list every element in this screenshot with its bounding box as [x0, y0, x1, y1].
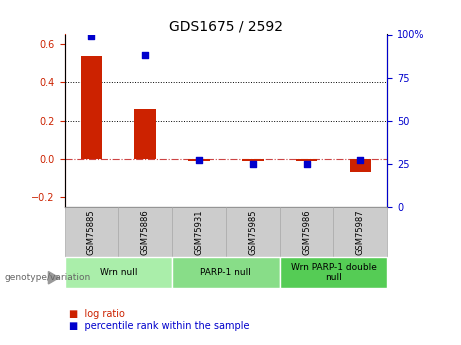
Bar	[242, 159, 264, 161]
Point	[195, 158, 203, 163]
Bar	[65, 257, 172, 288]
Text: Wrn PARP-1 double
null: Wrn PARP-1 double null	[290, 263, 376, 282]
Bar	[280, 257, 387, 288]
Point	[88, 33, 95, 39]
Bar	[81, 56, 102, 159]
Text: GSM75986: GSM75986	[302, 209, 311, 255]
Text: genotype/variation: genotype/variation	[5, 273, 91, 282]
Bar	[349, 159, 371, 172]
Point	[357, 158, 364, 163]
Point	[249, 161, 256, 167]
Text: GSM75931: GSM75931	[195, 209, 203, 255]
Bar	[135, 109, 156, 159]
Bar	[226, 207, 280, 257]
Text: Wrn null: Wrn null	[100, 268, 137, 277]
Bar	[296, 159, 317, 161]
Text: ■  log ratio: ■ log ratio	[69, 309, 125, 319]
Bar	[333, 207, 387, 257]
Bar	[280, 207, 333, 257]
Title: GDS1675 / 2592: GDS1675 / 2592	[169, 19, 283, 33]
Text: GSM75985: GSM75985	[248, 209, 257, 255]
Text: ■  percentile rank within the sample: ■ percentile rank within the sample	[69, 321, 250, 331]
Bar	[118, 207, 172, 257]
Bar	[172, 257, 280, 288]
Bar	[188, 159, 210, 161]
Text: GSM75987: GSM75987	[356, 209, 365, 255]
Bar	[172, 207, 226, 257]
Text: PARP-1 null: PARP-1 null	[201, 268, 251, 277]
Bar	[65, 207, 118, 257]
Point	[142, 52, 149, 58]
Point	[303, 161, 310, 167]
Text: GSM75886: GSM75886	[141, 209, 150, 255]
Text: GSM75885: GSM75885	[87, 209, 96, 255]
